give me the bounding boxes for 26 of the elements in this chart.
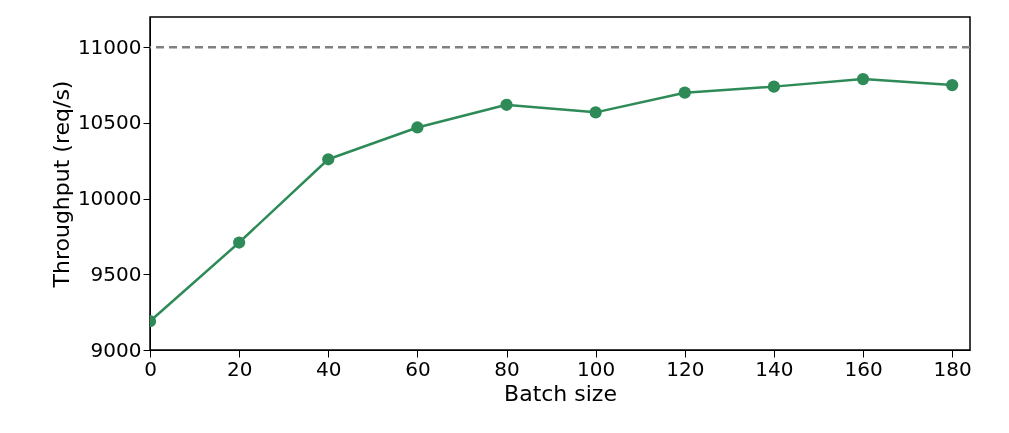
y-tick-label: 10000 xyxy=(77,186,142,211)
x-tick-label: 180 xyxy=(933,356,972,381)
point xyxy=(767,80,781,93)
x-tick-label: 20 xyxy=(226,356,253,381)
y-tick-label: 10500 xyxy=(77,110,142,135)
y-tick-label: 9000 xyxy=(90,337,142,362)
point xyxy=(678,86,691,99)
point xyxy=(856,72,870,86)
y-tick-label: 11000 xyxy=(77,34,142,59)
x-tick-label: 80 xyxy=(494,356,520,381)
x-tick-label: 0 xyxy=(144,356,157,381)
y-tick-label: 9500 xyxy=(90,261,142,286)
x-tick-label: 140 xyxy=(755,356,794,381)
point xyxy=(322,153,335,166)
x-tick-label: 60 xyxy=(405,356,431,381)
point xyxy=(589,106,602,119)
x-tick-label: 100 xyxy=(577,356,616,381)
y-axis-title: Throughput (req/s) xyxy=(48,80,74,289)
x-tick-label: 120 xyxy=(666,356,705,381)
point xyxy=(411,121,424,134)
point xyxy=(500,98,513,111)
point xyxy=(946,79,959,92)
x-tick-label: 40 xyxy=(316,356,342,381)
x-tick-label: 160 xyxy=(844,356,883,381)
point xyxy=(233,236,246,249)
x-axis-title: Batch size xyxy=(504,380,617,406)
